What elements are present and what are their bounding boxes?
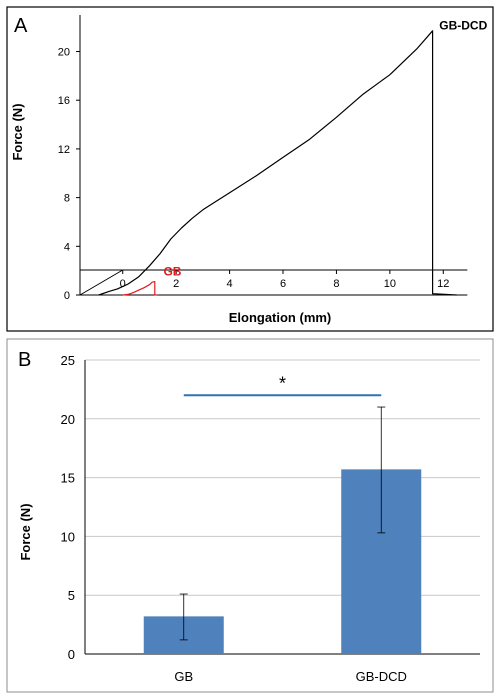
panel-a-frame <box>6 6 494 332</box>
b-significance-marker: * <box>279 373 286 393</box>
panel-a-label: A <box>14 15 28 37</box>
b-y-tick-label: 5 <box>68 588 75 603</box>
a-y-tick-label: 0 <box>64 290 70 302</box>
a-series-line-gb-dcd <box>98 30 457 296</box>
b-y-tick-label: 20 <box>61 412 75 427</box>
b-y-axis-title: Force (N) <box>18 503 33 560</box>
a-x-axis-title: Elongation (mm) <box>229 310 332 325</box>
a-y-tick-label: 4 <box>64 241 70 253</box>
a-y-tick-label: 20 <box>58 47 70 59</box>
a-axis-connector <box>79 269 123 296</box>
a-y-tick-label: 8 <box>64 193 70 205</box>
b-y-tick-label: 0 <box>68 647 75 662</box>
a-y-tick-label: 12 <box>58 144 70 156</box>
b-category-label: GB <box>174 669 193 684</box>
b-y-tick-label: 10 <box>61 529 75 544</box>
a-y-axis-title: Force (N) <box>10 103 25 160</box>
a-ticks: 0 4 8 12 16 20 0 2 4 6 8 10 12 <box>58 47 450 302</box>
b-ticks: 0 5 10 15 20 25 <box>61 353 75 662</box>
a-series <box>98 30 457 296</box>
b-grid <box>84 359 480 655</box>
a-y-tick-label: 16 <box>58 95 70 107</box>
b-bars: GB GB-DCD <box>143 406 422 684</box>
a-x-tick-label: 0 <box>120 278 126 290</box>
a-series-line-gb <box>122 281 158 296</box>
a-axes <box>79 15 468 296</box>
panel-a: A Elongation (mm) Force (N) 0 4 8 12 16 20 0 2 4… <box>6 6 494 332</box>
a-x-tick-label: 8 <box>333 278 339 290</box>
a-x-tick-label: 10 <box>384 278 396 290</box>
a-x-tick-label: 2 <box>173 278 179 290</box>
a-annotation-gb-dcd: GB-DCD <box>439 19 487 33</box>
a-x-tick-label: 4 <box>227 278 233 290</box>
panel-b-label: B <box>18 349 31 371</box>
panel-b: B Force (N) 0 5 10 15 20 25 GB GB-DCD * <box>6 338 494 693</box>
b-category-label: GB-DCD <box>356 669 407 684</box>
b-y-tick-label: 15 <box>61 471 75 486</box>
a-annotation-gb: GB <box>163 265 181 279</box>
b-y-tick-label: 25 <box>61 353 75 368</box>
a-x-tick-label: 12 <box>437 278 449 290</box>
a-x-tick-label: 6 <box>280 278 286 290</box>
